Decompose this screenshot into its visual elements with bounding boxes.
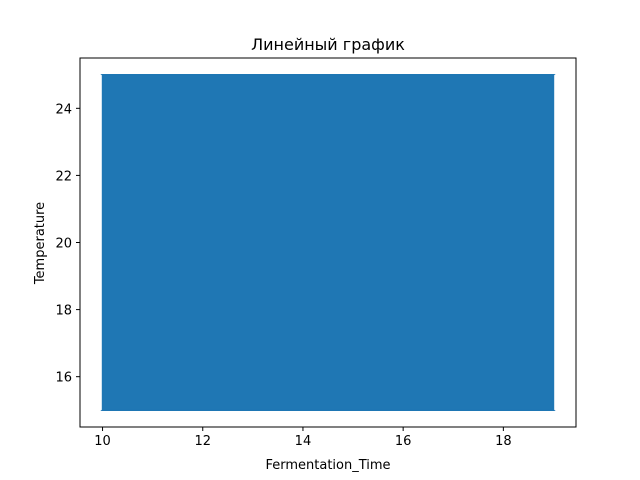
x-tick-label: 10 bbox=[94, 434, 111, 449]
x-tick-label: 14 bbox=[295, 434, 312, 449]
y-tick-label: 18 bbox=[55, 304, 72, 319]
y-axis-label: Temperature bbox=[33, 202, 48, 285]
plot-area bbox=[79, 57, 577, 428]
series-fill-0 bbox=[101, 74, 555, 411]
y-tick-label: 24 bbox=[55, 102, 72, 117]
x-tick-label: 18 bbox=[495, 434, 512, 449]
y-axis: 16 18 20 22 24 bbox=[55, 102, 80, 386]
x-tick-label: 16 bbox=[395, 434, 412, 449]
x-axis: 10 12 14 16 18 bbox=[94, 427, 512, 449]
y-tick-label: 16 bbox=[55, 371, 72, 386]
x-tick-label: 12 bbox=[194, 434, 211, 449]
chart-title: Линейный график bbox=[251, 35, 405, 54]
y-tick-label: 22 bbox=[55, 169, 72, 184]
y-tick-label: 20 bbox=[55, 237, 72, 252]
x-axis-label: Fermentation_Time bbox=[265, 458, 390, 473]
